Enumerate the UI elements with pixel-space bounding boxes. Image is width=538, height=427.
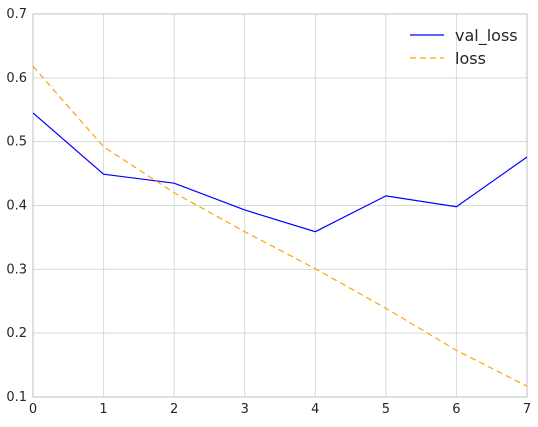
x-tick-label: 5 — [382, 402, 390, 417]
y-tick-label: 0.7 — [6, 7, 27, 22]
legend-label-loss: loss — [455, 49, 486, 68]
series-line-val-loss — [32, 112, 528, 233]
plot-frame — [32, 13, 528, 398]
y-tick-label: 0.4 — [6, 199, 27, 214]
series-lines — [32, 65, 528, 387]
legend-label-val-loss: val_loss — [455, 26, 518, 46]
series-line-loss — [32, 65, 528, 387]
tick-labels: 0 1 2 3 4 5 6 7 0.1 0.2 0.3 0.4 0.5 0.6 0.7 — [6, 7, 531, 417]
x-tick-label: 7 — [523, 402, 531, 417]
y-tick-label: 0.3 — [6, 262, 27, 277]
y-tick-label: 0.1 — [6, 390, 27, 405]
x-tick-label: 1 — [99, 402, 107, 417]
x-tick-label: 0 — [29, 402, 37, 417]
x-tick-label: 6 — [452, 402, 460, 417]
x-tick-label: 2 — [170, 402, 178, 417]
x-tick-label: 3 — [241, 402, 249, 417]
y-tick-label: 0.5 — [6, 135, 27, 150]
y-tick-label: 0.6 — [6, 71, 27, 86]
x-tick-label: 4 — [311, 402, 319, 417]
y-tick-label: 0.2 — [6, 326, 27, 341]
grid — [32, 13, 528, 398]
